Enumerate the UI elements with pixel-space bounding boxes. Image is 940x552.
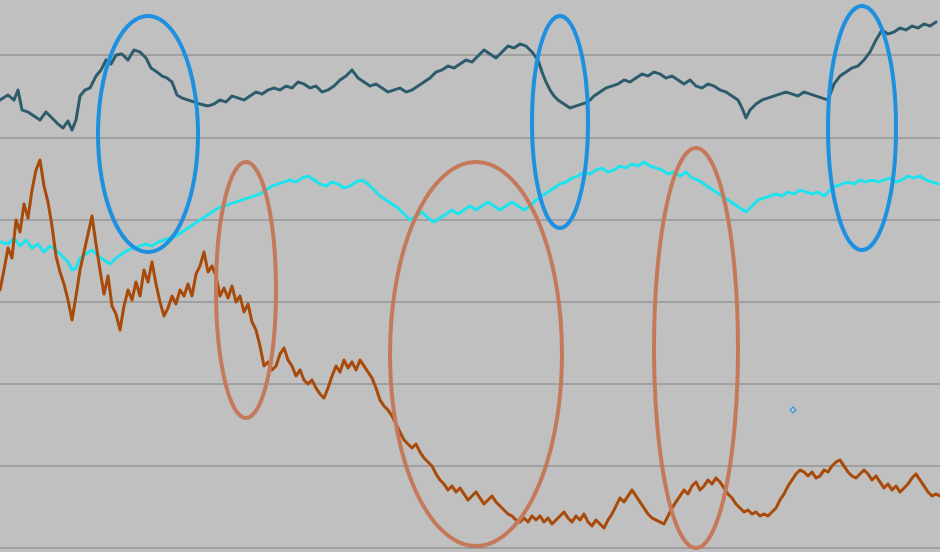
- gridlines: [0, 54, 940, 549]
- annotation-layer: [96, 4, 898, 550]
- annotation-ellipse-5: [388, 160, 564, 548]
- series-line-2: [0, 160, 940, 272]
- annotation-ellipse-6: [652, 146, 740, 550]
- series-line-1: [0, 20, 938, 132]
- series-line-3: [0, 158, 940, 530]
- annotation-ellipse-3: [826, 4, 898, 252]
- marker-layer: [789, 406, 797, 414]
- annotation-ellipse-2: [530, 14, 590, 230]
- annotation-ellipse-4: [214, 160, 278, 420]
- series-layer: [0, 20, 940, 530]
- diamond-marker-1: [789, 406, 797, 414]
- annotation-ellipse-1: [96, 14, 200, 254]
